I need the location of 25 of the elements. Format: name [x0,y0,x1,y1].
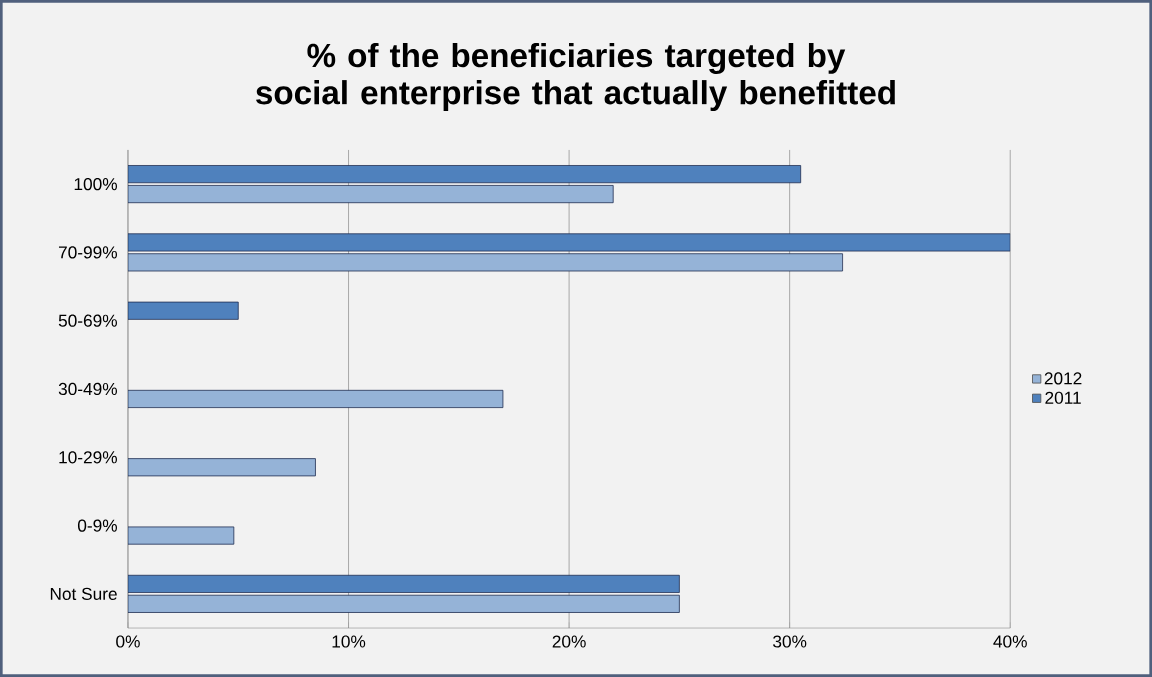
x-tick-label: 10% [332,635,366,648]
bar [127,253,843,272]
y-tick-label: 50-69% [58,314,117,327]
bar [127,233,1011,252]
bar [127,574,680,593]
y-tick-label: 30-49% [58,382,117,396]
legend-label: 2011 [1045,391,1081,404]
bar [127,389,504,408]
x-tick-label: 20% [552,635,586,648]
bar [127,594,680,613]
bar [127,301,239,320]
x-tick-label: 0% [116,635,140,648]
legend-label: 2012 [1044,372,1082,385]
bar [127,185,614,204]
y-tick-label: Not Sure [50,587,117,600]
x-tick-label: 30% [773,635,807,648]
y-tick-label: 10-29% [59,451,117,464]
bar [127,165,802,184]
chart-title: % of the beneficiaries targeted by social enterprise that actually benefitted [256,42,895,112]
bar [127,526,235,545]
y-tick-label: 100% [74,177,117,191]
bar [127,458,316,477]
x-tick-label: 40% [993,635,1027,648]
y-tick-label: 70-99% [58,246,117,259]
y-tick-label: 0-9% [77,519,117,532]
